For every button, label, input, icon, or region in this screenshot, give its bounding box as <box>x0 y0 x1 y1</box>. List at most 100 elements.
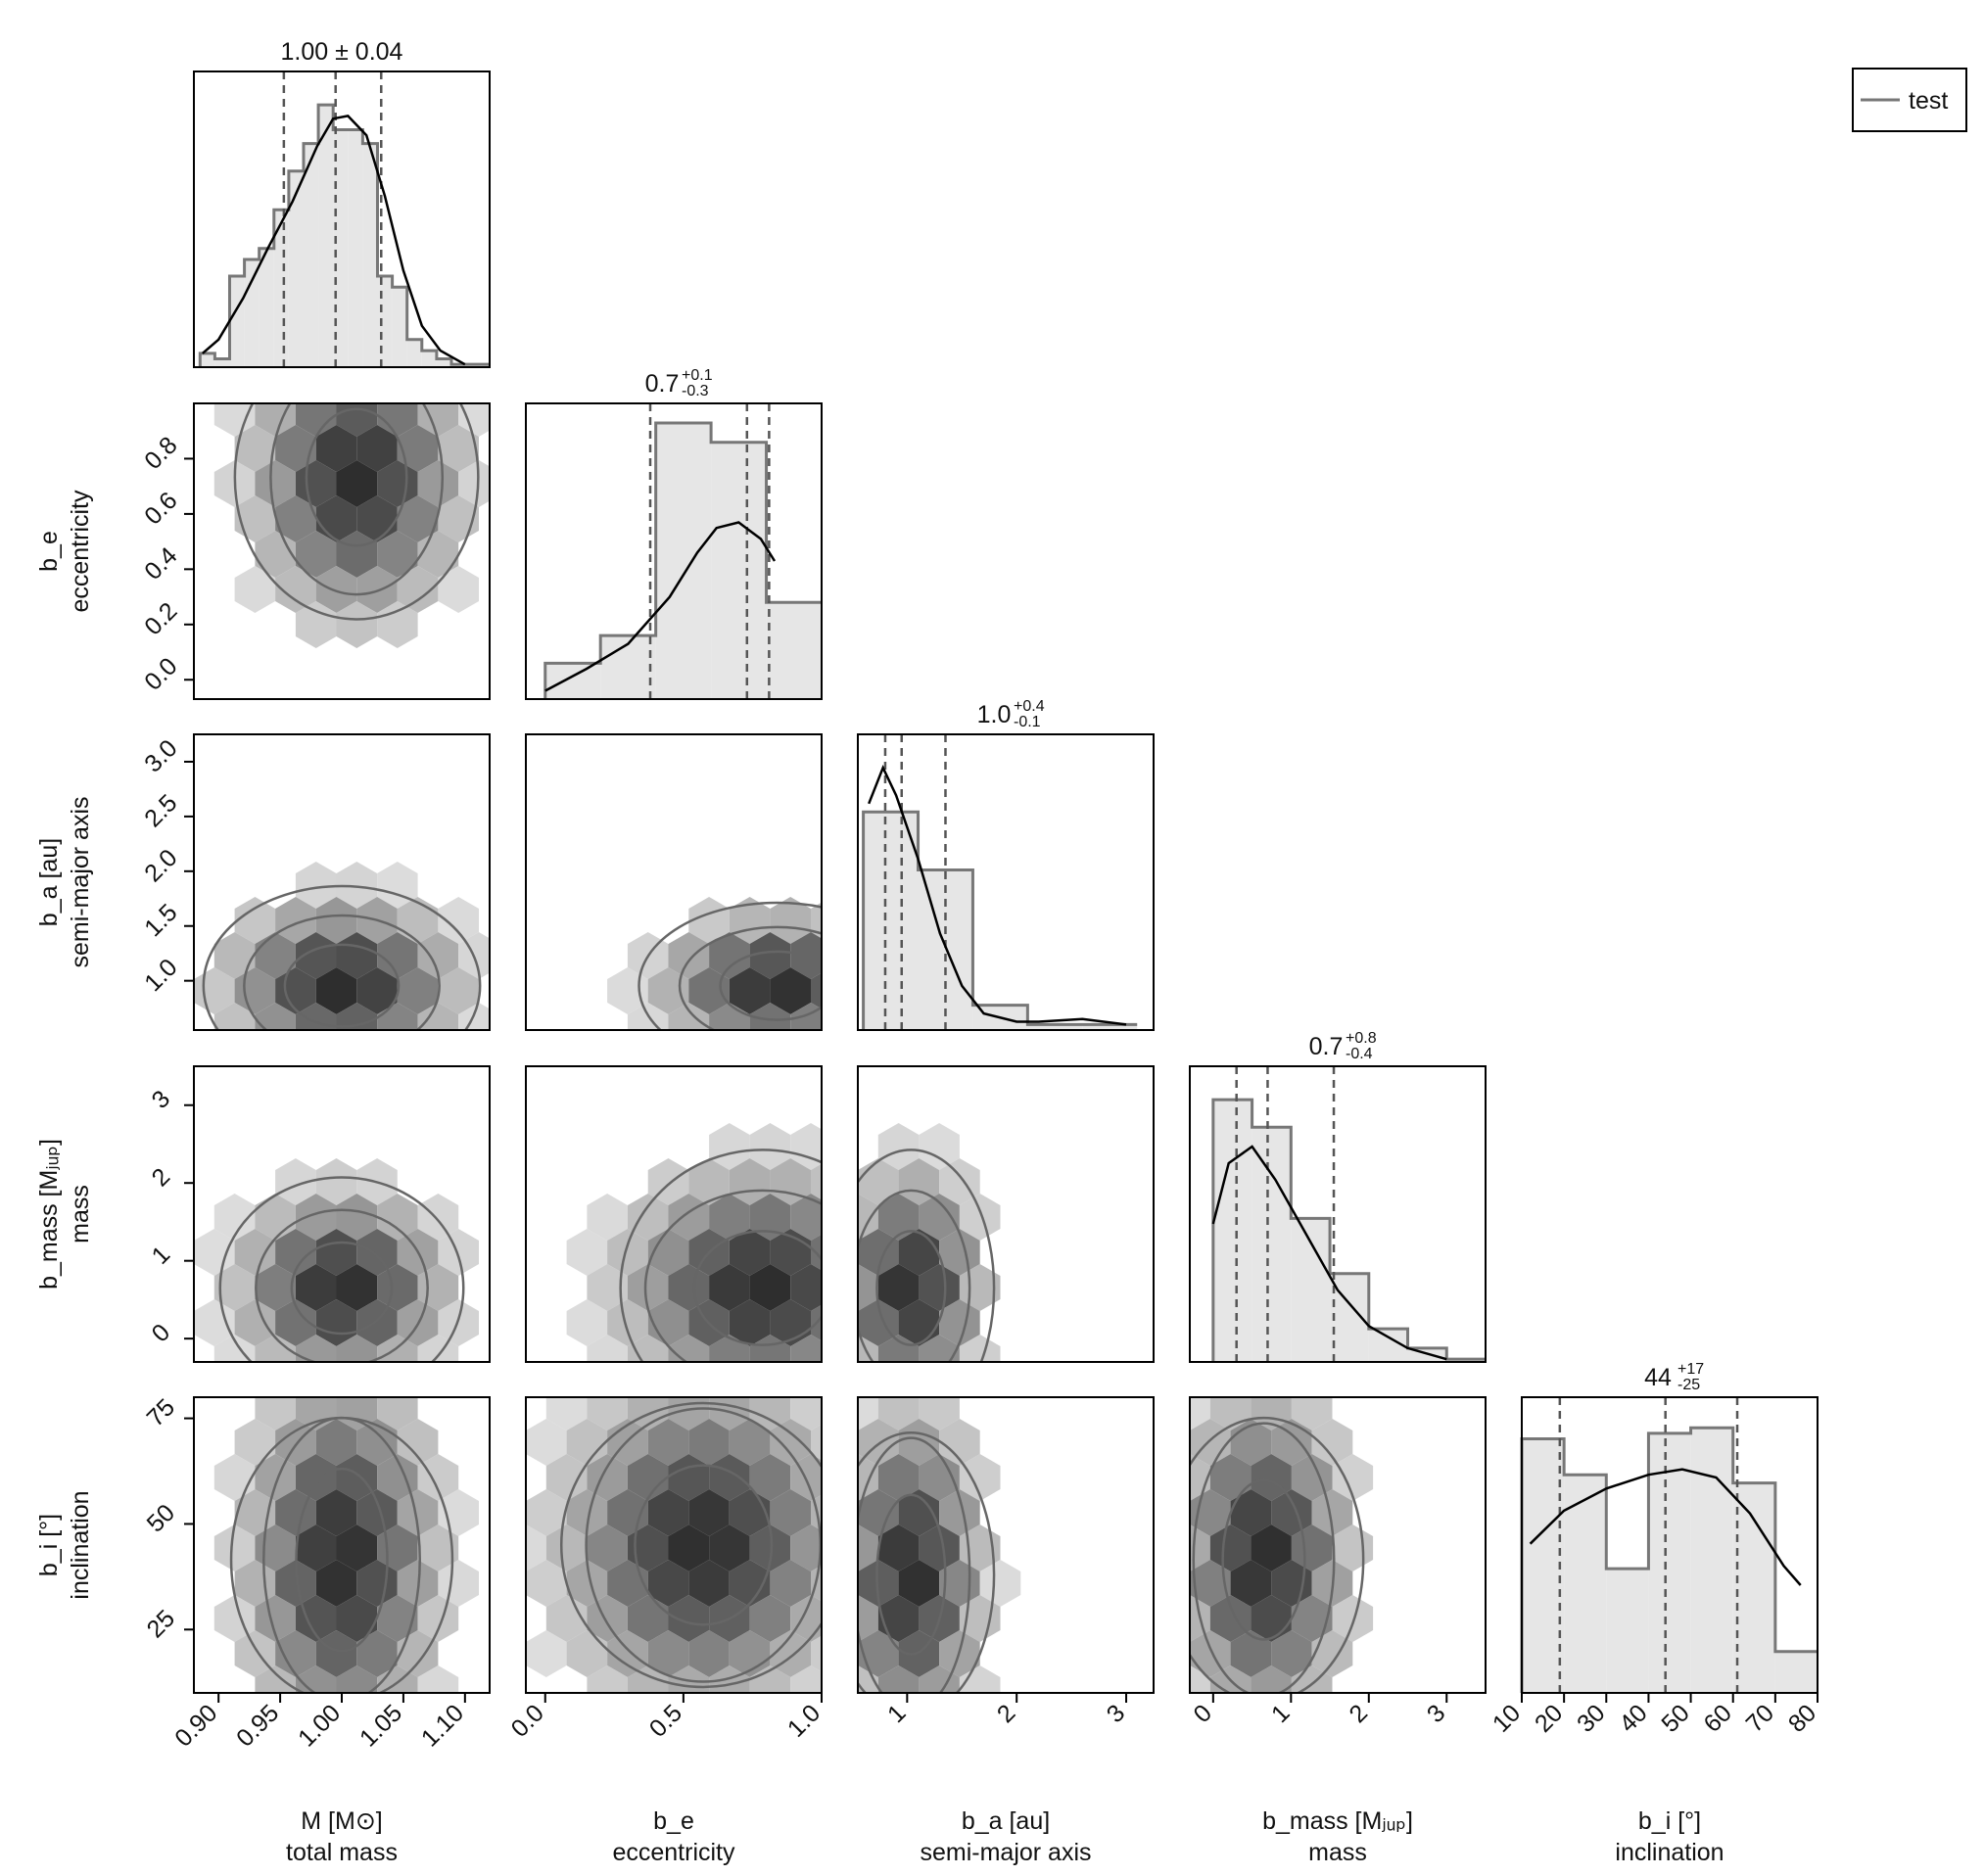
hexbin <box>1230 1489 1272 1536</box>
hexbin <box>811 1635 822 1672</box>
hexbin <box>607 1229 648 1276</box>
legend-label: test <box>1909 87 1948 115</box>
contour <box>243 914 441 1030</box>
scatter-panel-3-2 <box>525 733 823 1085</box>
kde-curve <box>1211 1145 1447 1361</box>
contour <box>643 1189 822 1362</box>
hexbin <box>919 1524 960 1571</box>
hexbin <box>1291 1665 1333 1693</box>
panels <box>193 70 1819 1748</box>
legend[interactable]: test <box>1852 68 1967 132</box>
hexbin <box>397 1489 439 1536</box>
contour <box>678 925 822 1030</box>
title-main: 1.00 ± 0.04 <box>281 38 403 66</box>
y-label-desc: semi-major axis <box>67 796 94 967</box>
x-label-desc: total mass <box>286 1839 398 1866</box>
hist-bar <box>1690 1428 1733 1693</box>
hist-bar <box>244 259 260 367</box>
hexbin <box>729 1299 771 1346</box>
x-label-3: b_a [au] semi-major axis <box>920 1807 1091 1866</box>
hexbin <box>607 1701 648 1748</box>
hexbin <box>858 1397 878 1430</box>
hexbin <box>730 1701 771 1748</box>
title-2: 0.7 +0.1-0.3 <box>645 367 713 399</box>
hexbin <box>770 1560 811 1607</box>
scatter-panel-5-3 <box>857 1396 1155 1694</box>
hist-bar <box>711 442 767 699</box>
hexbin <box>647 1560 689 1607</box>
hexbin <box>545 1397 588 1430</box>
title-main: 44 <box>1644 1364 1672 1391</box>
hexbin <box>939 1158 980 1205</box>
hist-bar <box>348 129 363 367</box>
hexbin <box>770 1489 811 1536</box>
x-tick-label: 1 <box>882 1699 912 1728</box>
y-tick-label: 3.0 <box>139 734 182 777</box>
y-tick-label: 0.2 <box>139 597 182 640</box>
hist-bar <box>229 275 245 367</box>
hexbin <box>647 1630 689 1677</box>
hexbin <box>417 1454 459 1501</box>
hexbin <box>1230 1560 1272 1607</box>
hexbin <box>438 967 479 1014</box>
hexbins <box>194 862 490 1030</box>
hexbin <box>877 1335 920 1362</box>
hexbin <box>295 1595 337 1642</box>
hexbin <box>377 1454 418 1501</box>
y-label-name: b_i [°] <box>35 1514 63 1576</box>
hexbin <box>255 1665 296 1693</box>
hexbin <box>627 1194 669 1241</box>
hexbin <box>939 1299 980 1346</box>
hexbin <box>255 460 296 507</box>
kde-curve <box>868 764 1127 1026</box>
hexbin <box>438 897 479 944</box>
hexbin <box>790 1397 822 1430</box>
hexbins <box>213 403 490 648</box>
title-5: 44 +17-25 <box>1644 1361 1704 1393</box>
x-tick-label: 0.0 <box>506 1699 549 1742</box>
panel-frame <box>193 402 491 700</box>
hexbin <box>234 566 276 613</box>
hexbin <box>647 1229 689 1276</box>
hexbin <box>255 1454 296 1501</box>
hexbin <box>1291 1454 1333 1501</box>
hexbin <box>356 1489 398 1536</box>
hexbin <box>1291 1524 1333 1571</box>
hexbin <box>919 1454 960 1501</box>
contour <box>858 1431 996 1693</box>
x-tick-label: 40 <box>1614 1699 1652 1737</box>
hexbin <box>377 932 418 979</box>
hist-bar <box>1027 1024 1083 1030</box>
contour <box>619 1149 822 1362</box>
hexbin <box>858 1489 899 1536</box>
y-ticks-4: 0 1 2 3 <box>147 1085 194 1347</box>
y-ticks-2: 0.0 0.2 0.4 0.6 0.8 <box>139 432 194 696</box>
y-tick-label: 2.0 <box>139 844 182 887</box>
hist-bar <box>406 339 422 367</box>
hexbin <box>336 1335 378 1362</box>
hexbin <box>709 1194 750 1241</box>
hexbin <box>770 897 811 944</box>
hexbin <box>336 531 378 578</box>
panel-frame <box>193 1065 491 1363</box>
contour <box>305 407 408 547</box>
hexbin <box>790 1194 822 1241</box>
y-tick-label: 1.0 <box>139 954 182 997</box>
hexbin <box>688 967 730 1014</box>
hexbin <box>275 1158 316 1205</box>
hexbin <box>397 1630 439 1677</box>
hexbin <box>275 897 316 944</box>
x-label-name: b_mass [Mⱼᵤₚ] <box>1262 1807 1413 1835</box>
hexbin <box>1251 1665 1292 1693</box>
hist-bar <box>303 143 319 367</box>
hexbin <box>566 1229 608 1276</box>
x-tick-label: 1.00 <box>293 1699 346 1752</box>
contour <box>634 1464 774 1626</box>
hexbin <box>770 1038 811 1085</box>
x-tick-label: 0.5 <box>644 1699 687 1742</box>
x-ticks-3: 1 2 3 <box>882 1693 1130 1728</box>
hexbin <box>749 1335 791 1362</box>
x-label-name: b_i [°] <box>1638 1807 1701 1835</box>
hexbin <box>417 1003 459 1030</box>
contour <box>218 1176 465 1362</box>
